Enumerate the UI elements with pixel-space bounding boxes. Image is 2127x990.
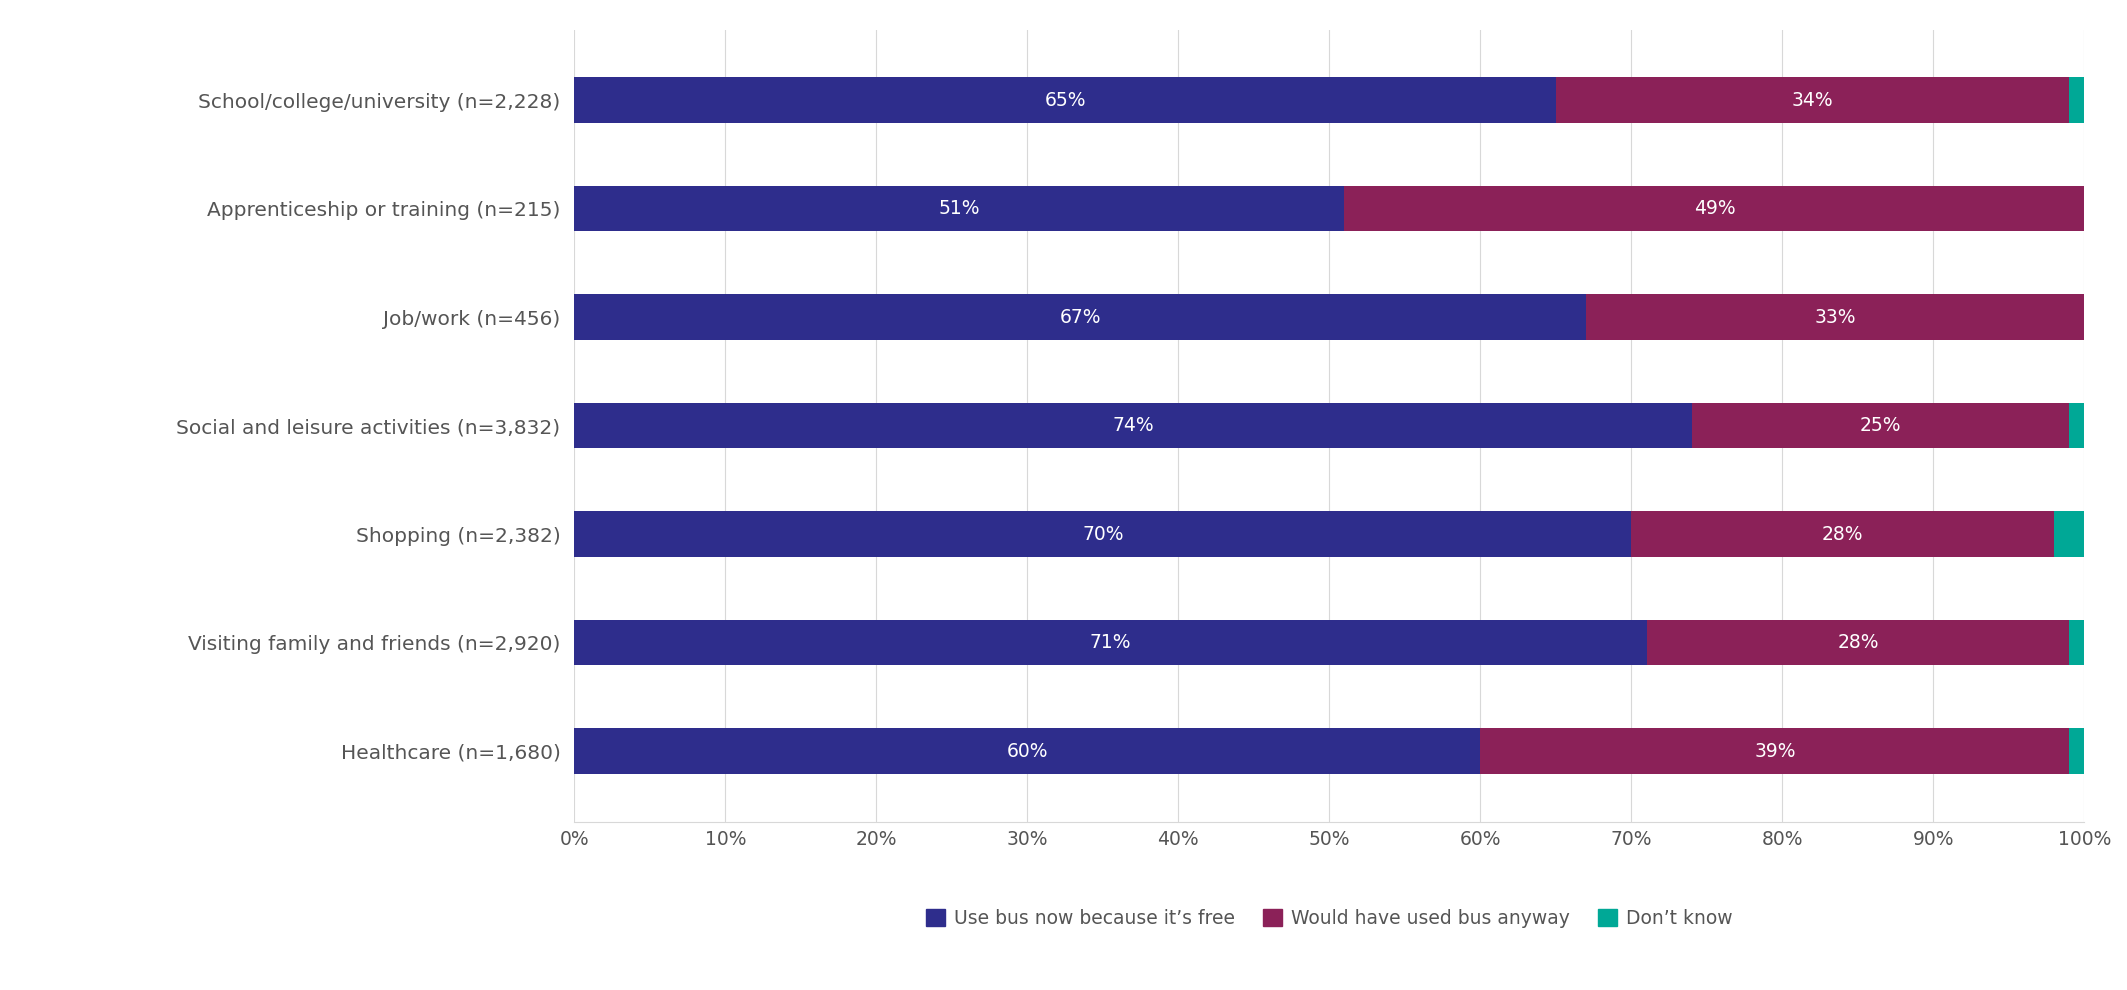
Text: 49%: 49% <box>1693 199 1736 218</box>
Bar <box>574 77 1557 123</box>
Text: 25%: 25% <box>1859 416 1902 436</box>
Text: 60%: 60% <box>1006 742 1049 760</box>
Bar <box>1631 512 2055 557</box>
Bar <box>574 294 1587 340</box>
Bar <box>2055 512 2084 557</box>
Bar <box>1691 403 2070 448</box>
Text: 65%: 65% <box>1044 91 1087 110</box>
Bar <box>1646 620 2070 665</box>
Bar <box>1344 186 2084 232</box>
Text: 71%: 71% <box>1089 634 1132 652</box>
Text: 74%: 74% <box>1112 416 1153 436</box>
Text: 33%: 33% <box>1814 308 1857 327</box>
Bar <box>1587 294 2084 340</box>
Bar <box>1557 77 2070 123</box>
Bar <box>2070 729 2084 774</box>
Bar <box>2070 620 2084 665</box>
Text: 28%: 28% <box>1823 525 1863 544</box>
Legend: Use bus now because it’s free, Would have used bus anyway, Don’t know: Use bus now because it’s free, Would hav… <box>919 901 1740 936</box>
Bar <box>2070 403 2084 448</box>
Bar <box>574 512 1631 557</box>
Bar <box>2070 77 2084 123</box>
Bar <box>574 186 1344 232</box>
Bar <box>574 620 1646 665</box>
Text: 70%: 70% <box>1083 525 1123 544</box>
Text: 39%: 39% <box>1755 742 1795 760</box>
Text: 67%: 67% <box>1059 308 1102 327</box>
Bar <box>574 403 1691 448</box>
Text: 34%: 34% <box>1791 91 1833 110</box>
Text: 51%: 51% <box>938 199 981 218</box>
Bar <box>574 729 1480 774</box>
Bar <box>1480 729 2070 774</box>
Text: 28%: 28% <box>1838 634 1878 652</box>
